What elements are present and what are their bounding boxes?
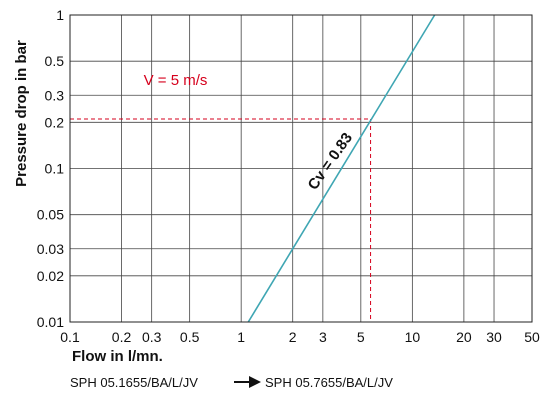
y-tick-label: 0.01: [37, 314, 64, 330]
y-axis-ticks: 0.01 0.02 0.03 0.05 0.1 0.2 0.3 0.5 1: [37, 7, 64, 330]
x-tick-label: 2: [289, 329, 297, 345]
x-tick-label: 0.5: [180, 329, 200, 345]
y-tick-label: 0.02: [37, 268, 64, 284]
footer-from-code: SPH 05.1655/BA/L/JV: [70, 375, 198, 390]
cv-line: [247, 14, 436, 323]
y-tick-label: 0.03: [37, 241, 64, 257]
x-tick-label: 0.1: [60, 329, 80, 345]
x-tick-label: 0.2: [112, 329, 132, 345]
y-axis-label: Pressure drop in bar: [13, 40, 30, 187]
x-tick-label: 30: [486, 329, 502, 345]
y-tick-label: 0.05: [37, 207, 64, 223]
reference-lines: [70, 118, 372, 322]
x-tick-label: 10: [405, 329, 421, 345]
x-tick-label: 0.3: [142, 329, 162, 345]
y-tick-label: 0.1: [45, 161, 65, 177]
footer-to-code: SPH 05.7655/BA/L/JV: [265, 375, 393, 390]
velocity-annotation: V = 5 m/s: [144, 72, 208, 89]
x-axis-label: Flow in l/mn.: [72, 348, 163, 365]
y-tick-label: 0.3: [45, 87, 65, 103]
grid: [69, 14, 533, 323]
x-tick-label: 1: [237, 329, 245, 345]
x-tick-label: 3: [319, 329, 327, 345]
plot-frame: [69, 14, 533, 323]
y-tick-label: 0.2: [45, 114, 65, 130]
x-axis-ticks: 0.1 0.2 0.3 0.5 1 2 3 5 10 20 30 50: [60, 329, 540, 345]
y-tick-label: 0.5: [45, 53, 65, 69]
series-layer: [247, 14, 436, 323]
cv-annotation: Cv = 0.83: [305, 130, 356, 193]
arrow-right-icon: [234, 376, 261, 388]
y-tick-label: 1: [56, 7, 64, 23]
x-tick-label: 50: [524, 329, 540, 345]
x-tick-label: 5: [357, 329, 365, 345]
x-tick-label: 20: [456, 329, 472, 345]
